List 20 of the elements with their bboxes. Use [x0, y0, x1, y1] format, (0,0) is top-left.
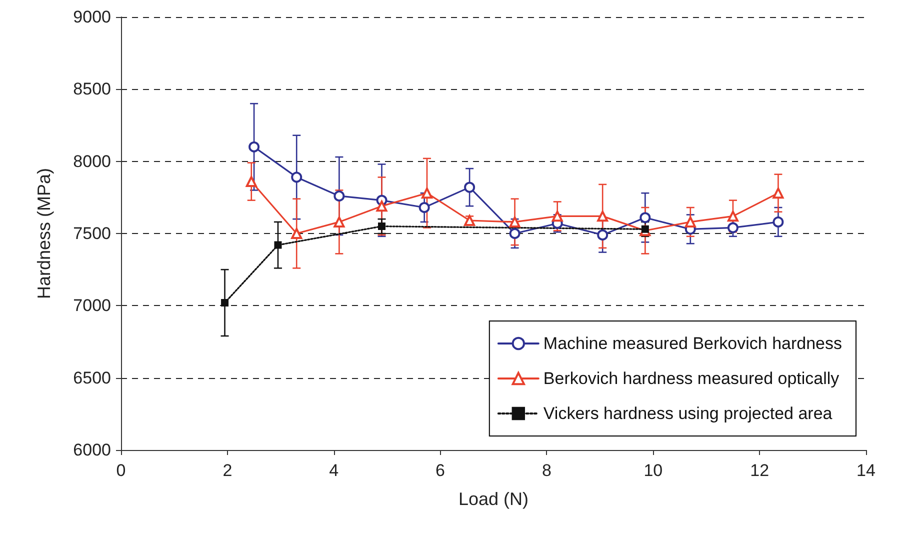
y-tick-label: 6000 — [73, 440, 111, 460]
y-tick-label: 8500 — [73, 80, 111, 99]
legend-label: Berkovich hardness measured optically — [543, 369, 840, 388]
x-tick-label: 14 — [856, 461, 876, 480]
x-tick-label: 4 — [329, 461, 339, 480]
x-tick-label: 12 — [750, 461, 770, 480]
y-axis-title: Hardness (MPa) — [34, 168, 54, 300]
y-tick-label: 7500 — [73, 224, 111, 243]
y-tick-label: 7000 — [73, 296, 111, 316]
y-tick-label: 8000 — [73, 152, 111, 171]
x-axis-title: Load (N) — [458, 489, 529, 509]
x-tick-label: 0 — [116, 461, 126, 480]
y-tick-label: 9000 — [73, 8, 111, 26]
legend-label: Vickers hardness using projected area — [543, 404, 833, 423]
x-tick-label: 10 — [644, 461, 663, 480]
x-tick-label: 8 — [542, 461, 552, 480]
x-tick-label: 2 — [222, 461, 232, 480]
legend-label: Machine measured Berkovich hardness — [543, 334, 842, 353]
x-tick-label: 6 — [436, 461, 446, 480]
y-tick-label: 6500 — [73, 368, 111, 388]
